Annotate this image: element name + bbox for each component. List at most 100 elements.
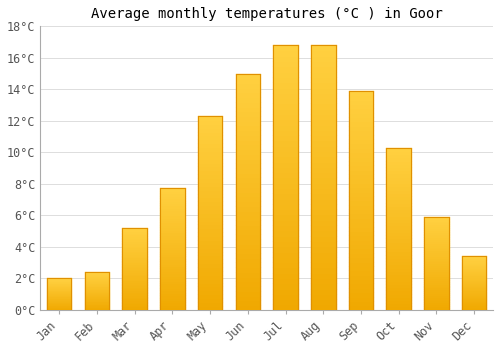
Bar — [160, 307, 184, 310]
Bar — [236, 244, 260, 248]
Bar — [311, 294, 336, 299]
Bar — [274, 50, 298, 56]
Bar — [462, 292, 486, 293]
Bar — [84, 288, 109, 289]
Bar — [274, 273, 298, 278]
Bar — [274, 288, 298, 294]
Bar — [348, 248, 374, 253]
Bar — [424, 236, 448, 237]
Bar — [47, 298, 72, 299]
Bar — [274, 66, 298, 72]
Bar — [160, 201, 184, 203]
Bar — [198, 217, 222, 220]
Bar — [198, 120, 222, 124]
Bar — [424, 222, 448, 224]
Bar — [311, 162, 336, 167]
Bar — [386, 300, 411, 303]
Bar — [311, 146, 336, 151]
Bar — [348, 305, 374, 310]
Bar — [236, 187, 260, 191]
Bar — [311, 215, 336, 220]
Bar — [386, 290, 411, 294]
Title: Average monthly temperatures (°C ) in Goor: Average monthly temperatures (°C ) in Go… — [91, 7, 443, 21]
Bar — [348, 100, 374, 104]
Bar — [424, 224, 448, 226]
Bar — [160, 242, 184, 244]
Bar — [386, 271, 411, 274]
Bar — [462, 268, 486, 269]
Bar — [462, 273, 486, 274]
Bar — [84, 291, 109, 292]
Bar — [160, 205, 184, 208]
Bar — [84, 276, 109, 277]
Bar — [198, 201, 222, 205]
Bar — [47, 301, 72, 302]
Bar — [348, 152, 374, 156]
Bar — [311, 140, 336, 146]
Bar — [84, 281, 109, 282]
Bar — [462, 287, 486, 288]
Bar — [386, 164, 411, 167]
Bar — [424, 256, 448, 258]
Bar — [198, 170, 222, 174]
Bar — [122, 285, 147, 287]
Bar — [274, 278, 298, 283]
Bar — [348, 296, 374, 301]
Bar — [84, 295, 109, 296]
Bar — [386, 167, 411, 170]
Bar — [122, 254, 147, 256]
Bar — [236, 220, 260, 225]
Bar — [84, 308, 109, 309]
Bar — [348, 200, 374, 205]
Bar — [160, 230, 184, 232]
Bar — [462, 306, 486, 307]
Bar — [462, 303, 486, 304]
Bar — [386, 297, 411, 300]
Bar — [462, 278, 486, 279]
Bar — [274, 77, 298, 82]
Bar — [348, 266, 374, 270]
Bar — [274, 98, 298, 103]
Bar — [236, 305, 260, 310]
Bar — [122, 246, 147, 247]
Bar — [348, 284, 374, 288]
Bar — [198, 282, 222, 287]
Bar — [160, 298, 184, 300]
Bar — [236, 159, 260, 163]
Bar — [160, 249, 184, 252]
Bar — [198, 267, 222, 271]
Bar — [198, 302, 222, 306]
Bar — [122, 272, 147, 274]
Bar — [122, 292, 147, 293]
Bar — [311, 278, 336, 283]
Bar — [424, 258, 448, 260]
Bar — [122, 266, 147, 267]
Bar — [462, 284, 486, 285]
Bar — [160, 259, 184, 261]
Bar — [424, 293, 448, 295]
Bar — [348, 191, 374, 196]
Bar — [122, 303, 147, 305]
Bar — [311, 50, 336, 56]
Bar — [348, 135, 374, 139]
Bar — [462, 296, 486, 297]
Bar — [236, 253, 260, 258]
Bar — [348, 222, 374, 226]
Bar — [462, 260, 486, 261]
Bar — [386, 277, 411, 281]
Bar — [198, 194, 222, 197]
Bar — [462, 275, 486, 276]
Bar — [424, 254, 448, 256]
Bar — [348, 240, 374, 244]
Bar — [311, 72, 336, 77]
Bar — [424, 217, 448, 219]
Bar — [386, 177, 411, 180]
Bar — [348, 226, 374, 231]
Bar — [348, 253, 374, 257]
Bar — [462, 257, 486, 258]
Bar — [47, 286, 72, 287]
Bar — [424, 243, 448, 245]
Bar — [198, 197, 222, 201]
Bar — [424, 304, 448, 306]
Bar — [160, 295, 184, 298]
